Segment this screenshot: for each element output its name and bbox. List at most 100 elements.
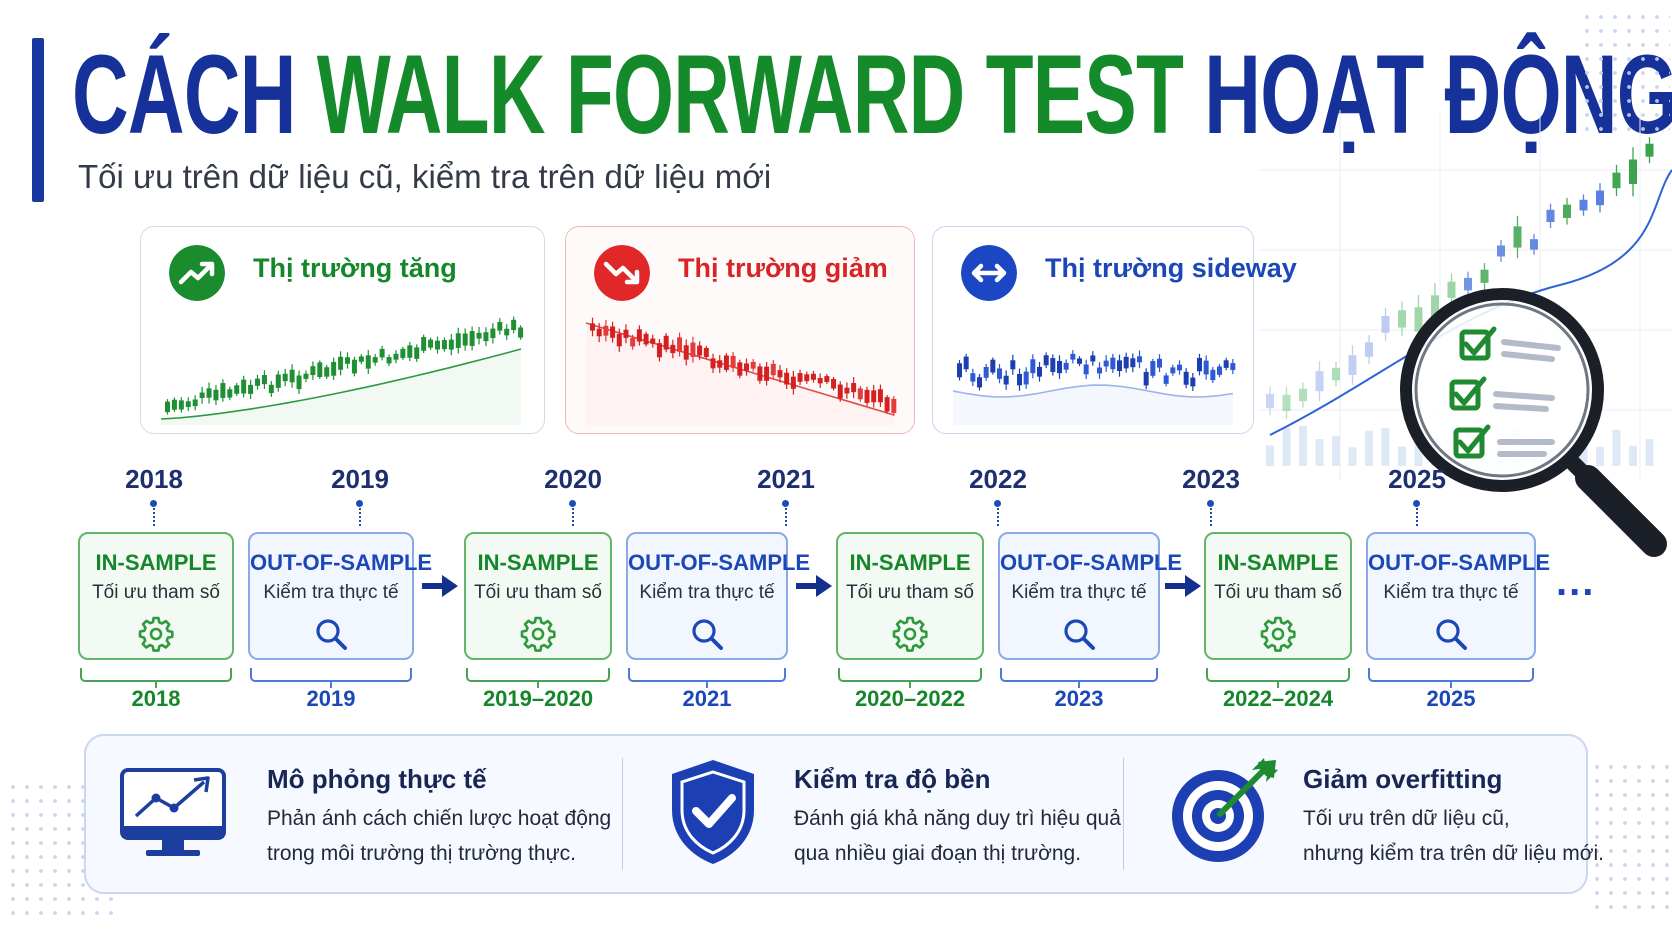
candle bbox=[1177, 360, 1182, 375]
candle bbox=[1190, 372, 1196, 391]
market-title-up: Thị trường tăng bbox=[253, 253, 457, 283]
candle bbox=[338, 351, 344, 376]
timeline-marker bbox=[782, 500, 789, 507]
bg-volume-bar bbox=[1299, 426, 1307, 466]
timeline-year: 2020 bbox=[544, 464, 602, 494]
timeline-stem bbox=[1210, 508, 1212, 526]
candle bbox=[282, 368, 288, 387]
candle bbox=[331, 357, 337, 381]
timeline-stem bbox=[359, 508, 361, 526]
candle bbox=[1017, 368, 1022, 391]
timeline-stem bbox=[572, 508, 574, 526]
phase-title: IN-SAMPLE bbox=[95, 550, 217, 575]
candle bbox=[603, 320, 609, 342]
bg-candle bbox=[1315, 361, 1324, 402]
candle bbox=[421, 334, 427, 354]
candle bbox=[393, 350, 399, 364]
candle bbox=[1010, 354, 1016, 375]
benefit-title: Giảm overfitting bbox=[1303, 764, 1503, 794]
arrow-right-icon bbox=[1165, 575, 1201, 597]
market-card-uptrend: Thị trường tăng bbox=[140, 226, 545, 434]
candle bbox=[289, 364, 295, 388]
candle bbox=[1163, 372, 1169, 387]
gear-icon bbox=[520, 616, 556, 652]
candle bbox=[448, 334, 454, 356]
phase-desc: Kiểm tra thực tế bbox=[263, 582, 399, 603]
phase-title: OUT-OF-SAMPLE bbox=[250, 550, 433, 575]
bg-candle bbox=[1348, 345, 1357, 385]
arrow-right-icon bbox=[796, 575, 832, 597]
period-label: 2019–2020 bbox=[482, 686, 594, 711]
candle bbox=[1217, 364, 1222, 378]
timeline-year: 2025 bbox=[1388, 464, 1446, 494]
dot-pattern-bottom-right bbox=[1590, 760, 1670, 910]
candle bbox=[1037, 361, 1042, 382]
benefits-panel bbox=[84, 734, 1588, 894]
candle bbox=[957, 360, 962, 381]
timeline-stem bbox=[785, 508, 787, 526]
phase-in-sample: IN-SAMPLE Tối ưu tham số bbox=[78, 532, 234, 660]
phase-out-of-sample: OUT-OF-SAMPLE Kiểm tra thực tế bbox=[998, 532, 1182, 660]
candle bbox=[351, 356, 357, 377]
period-label: 2025 bbox=[1426, 686, 1476, 711]
candle bbox=[227, 386, 233, 401]
bg-candle bbox=[1282, 386, 1291, 420]
candle bbox=[710, 353, 716, 373]
timeline-stem bbox=[153, 508, 155, 526]
candle bbox=[970, 368, 976, 387]
candle bbox=[1130, 353, 1136, 373]
candle bbox=[891, 396, 897, 416]
bg-volume-bar bbox=[1381, 427, 1390, 466]
bg-volume-bar bbox=[1645, 439, 1654, 466]
bg-candle bbox=[1596, 183, 1604, 213]
candle bbox=[730, 351, 736, 372]
period-label: 2020–2022 bbox=[854, 686, 966, 711]
candle bbox=[324, 364, 330, 380]
candle bbox=[365, 349, 371, 374]
timeline-year: 2023 bbox=[1182, 464, 1240, 494]
candle bbox=[518, 325, 524, 340]
timeline-stem bbox=[997, 508, 999, 526]
bg-volume-bar bbox=[1612, 429, 1621, 466]
candle bbox=[441, 337, 447, 352]
candle bbox=[1077, 356, 1082, 367]
sideways-candles bbox=[952, 350, 1236, 425]
period-brace-tip bbox=[1078, 680, 1080, 688]
bg-volume-bar bbox=[1315, 439, 1324, 466]
candle bbox=[255, 374, 260, 390]
candle bbox=[192, 395, 198, 411]
candle bbox=[650, 334, 656, 348]
candle bbox=[345, 352, 350, 369]
phase-out-of-sample: OUT-OF-SAMPLE Kiểm tra thực tế bbox=[626, 532, 810, 660]
candle bbox=[1090, 351, 1096, 366]
monitor-chart-icon bbox=[120, 768, 226, 856]
candle bbox=[1117, 354, 1122, 377]
benefits-divider bbox=[622, 758, 623, 870]
bg-candle bbox=[1299, 382, 1307, 408]
candle bbox=[476, 326, 482, 345]
candle bbox=[428, 337, 434, 350]
period-label: 2021 bbox=[682, 686, 732, 711]
candle bbox=[497, 318, 503, 335]
phase-desc: Kiểm tra thực tế bbox=[639, 582, 775, 603]
bg-candle bbox=[1612, 164, 1621, 197]
bg-candle bbox=[1365, 335, 1373, 365]
timeline-year: 2022 bbox=[969, 464, 1027, 494]
period-label: 2022–2024 bbox=[1222, 686, 1334, 711]
candle bbox=[990, 357, 996, 375]
gear-icon bbox=[138, 616, 174, 652]
candle bbox=[750, 358, 756, 372]
period-brace-tip bbox=[330, 680, 332, 688]
bg-candle bbox=[1497, 239, 1505, 262]
bg-volume-bar bbox=[1629, 445, 1637, 466]
bg-candle bbox=[1398, 301, 1406, 337]
candle bbox=[1223, 357, 1229, 371]
candle bbox=[963, 353, 969, 373]
target-arrow-icon bbox=[1172, 758, 1278, 862]
phase-out-of-sample: OUT-OF-SAMPLE Kiểm tra thực tế bbox=[248, 532, 433, 660]
benefit-text: trong môi trường thị trường thực. bbox=[267, 842, 576, 865]
timeline-continuation: ... bbox=[1556, 560, 1596, 604]
bg-candle bbox=[1645, 137, 1654, 164]
candle bbox=[837, 381, 843, 402]
period-label: 2019 bbox=[306, 686, 356, 711]
